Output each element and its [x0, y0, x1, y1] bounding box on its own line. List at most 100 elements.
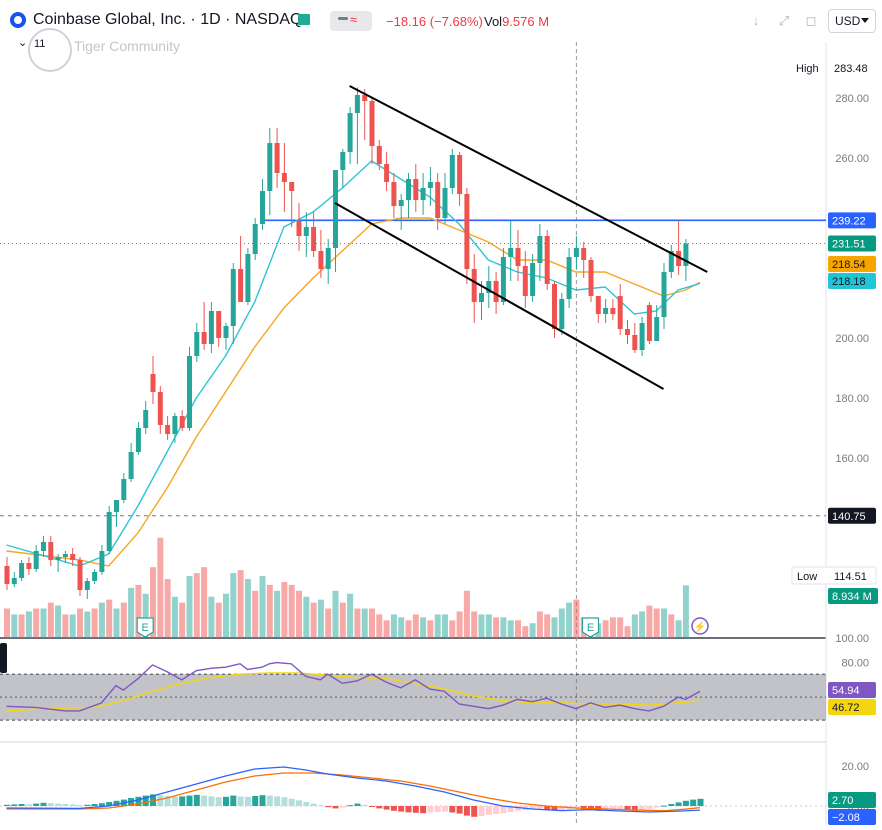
- bottom-strip: [0, 825, 882, 830]
- reference-badge: 140.75: [832, 511, 866, 523]
- macd-histogram-bar: [485, 806, 492, 815]
- rsi-value-badge: 54.94: [832, 685, 860, 697]
- last-price-badge: 231.51: [832, 238, 866, 250]
- volume-bar: [69, 614, 76, 638]
- volume-bar: [171, 596, 178, 638]
- flag-icon[interactable]: [298, 14, 310, 25]
- candle-body: [493, 281, 499, 302]
- volume-bar: [259, 576, 266, 638]
- volume-bar: [288, 584, 295, 638]
- volume-label: Vol: [484, 14, 503, 29]
- macd-histogram-bar: [463, 806, 470, 816]
- candle-body: [274, 143, 280, 173]
- macd-histogram-bar: [602, 806, 609, 811]
- volume-bar: [617, 617, 624, 638]
- macd-histogram-bar: [135, 796, 142, 806]
- candle-body: [135, 428, 141, 452]
- candle-body: [223, 326, 229, 338]
- volume-bar: [668, 614, 675, 638]
- reference-badge-bg: [828, 507, 876, 524]
- chevron-down-icon[interactable]: ⌄: [18, 37, 28, 49]
- macd-histogram-bar: [252, 796, 259, 806]
- ema-slow-badge-bg: [828, 256, 876, 272]
- volume-bar: [274, 590, 281, 638]
- candle-body: [639, 323, 645, 350]
- channel-lower-trendline: [334, 202, 664, 390]
- volume-bar: [463, 590, 470, 638]
- minus-icon[interactable]: [338, 17, 348, 20]
- volume-bar: [354, 608, 361, 638]
- macd-histogram-bar: [478, 806, 485, 816]
- candle-body: [435, 182, 441, 218]
- low-label: Low: [797, 571, 817, 583]
- candle-body: [26, 563, 32, 569]
- candle-body: [55, 557, 61, 560]
- macd-histogram-bar: [332, 806, 339, 809]
- macd-histogram-bar: [274, 796, 281, 806]
- volume-badge: 8.934 M: [832, 591, 872, 603]
- macd-histogram-bar: [193, 794, 200, 806]
- arrow-down-icon[interactable]: ↓: [752, 13, 760, 28]
- volume-bar: [215, 602, 222, 638]
- candle-body: [559, 299, 565, 329]
- macd-histogram-bar: [609, 806, 616, 810]
- candle-body: [573, 248, 579, 257]
- earnings-marker-label: E: [587, 622, 594, 634]
- volume-value: 9.576 M: [502, 14, 550, 29]
- candle-body: [99, 551, 105, 572]
- candle-body: [92, 572, 98, 581]
- volume-bar: [40, 608, 47, 638]
- candle-body: [471, 269, 477, 302]
- candle-body: [398, 200, 404, 206]
- price-chart[interactable]: 280.00260.00200.00180.00160.00120.00100.…: [0, 42, 882, 830]
- candle-body: [179, 416, 185, 428]
- candle-body: [84, 581, 90, 590]
- wave-icon[interactable]: ≈: [350, 12, 358, 27]
- candle-body: [347, 113, 353, 152]
- volume-bar: [296, 590, 302, 638]
- macd-histogram-bar: [653, 806, 660, 808]
- volume-bar: [11, 614, 18, 638]
- volume-bar: [390, 614, 397, 638]
- macd-histogram-bar: [405, 806, 412, 813]
- candle-body: [668, 251, 674, 272]
- macd-histogram-bar: [179, 796, 186, 806]
- indicator-pill[interactable]: [330, 11, 372, 31]
- volume-bar: [179, 602, 186, 638]
- symbol-title[interactable]: Coinbase Global, Inc. · 1D · NASDAQ: [33, 11, 303, 28]
- volume-bar: [536, 611, 543, 638]
- volume-bar: [361, 608, 368, 638]
- macd-histogram-bar: [55, 803, 62, 806]
- candle-body: [486, 281, 492, 293]
- macd-histogram-bar: [142, 795, 149, 806]
- candle-body: [296, 221, 302, 236]
- candle-body: [442, 188, 448, 218]
- volume-bar: [558, 608, 565, 638]
- volume-bar: [471, 611, 478, 638]
- screenshot-icon[interactable]: ◻: [805, 13, 817, 28]
- candle-body: [354, 95, 360, 113]
- volume-bar: [515, 620, 521, 638]
- candle-body: [566, 257, 572, 299]
- volume-bar: [113, 608, 120, 638]
- candle-body: [33, 551, 39, 569]
- price-axis-tick: 160.00: [835, 453, 869, 465]
- volume-bar: [653, 608, 660, 638]
- candle-body: [552, 284, 557, 329]
- candle-body: [464, 194, 470, 269]
- volume-bar: [230, 573, 237, 638]
- candle-body: [420, 188, 426, 200]
- macd-histogram-bar: [223, 796, 229, 806]
- candle-body: [654, 317, 660, 341]
- candle-body: [632, 335, 638, 350]
- macd-histogram-bar: [420, 806, 427, 814]
- candle-body: [406, 179, 411, 200]
- ema-slow-badge: 218.54: [832, 259, 866, 271]
- volume-bar: [566, 602, 573, 638]
- macd-histogram-bar: [456, 806, 463, 814]
- macd-histogram-bar: [354, 803, 361, 806]
- fullscreen-icon[interactable]: ⤢: [778, 13, 790, 28]
- currency-select[interactable]: USD: [828, 9, 876, 33]
- macd-histogram-bar: [376, 806, 383, 809]
